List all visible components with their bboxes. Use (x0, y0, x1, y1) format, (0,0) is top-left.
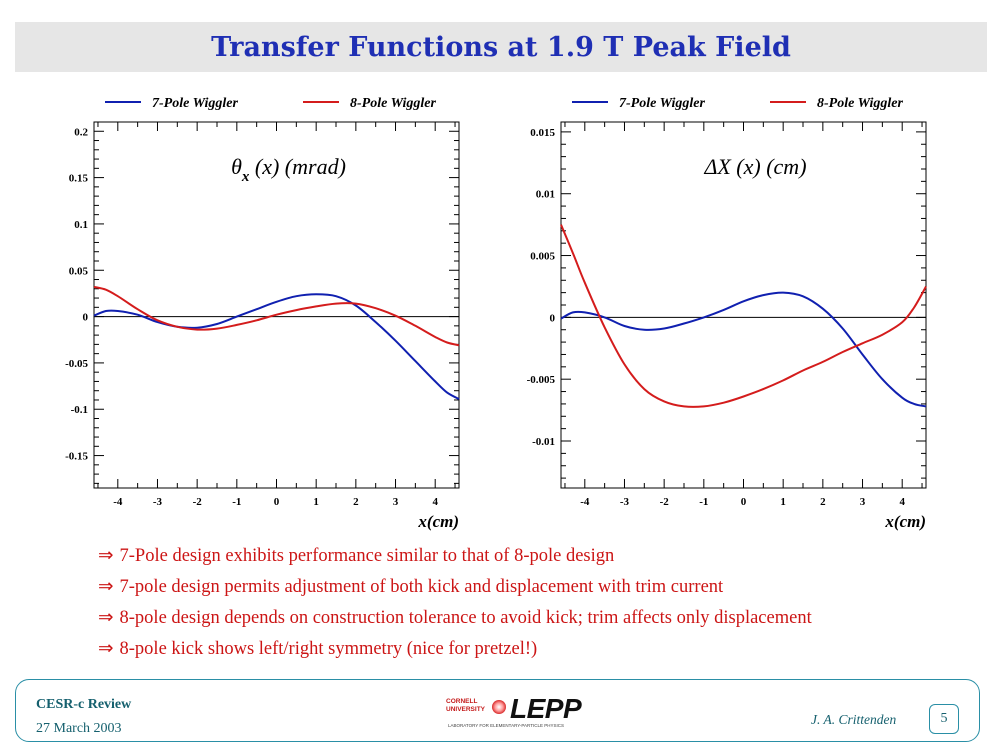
bullet-text: 7-pole design permits adjustment of both… (119, 577, 724, 597)
y-tick-label: -0.1 (71, 404, 88, 416)
x-tick-label: -2 (193, 496, 203, 508)
x-tick-label: 0 (741, 496, 747, 508)
logo-university: CORNELL UNIVERSITY (446, 698, 486, 713)
arrow-icon: ⇒ (98, 546, 114, 566)
chart-title-subscript: x (241, 169, 250, 185)
y-tick-label: -0.05 (65, 358, 88, 370)
arrow-icon: ⇒ (98, 608, 114, 628)
x-axis-label: x(cm) (417, 512, 459, 531)
legend-label: 8-Pole Wiggler (817, 96, 903, 111)
x-tick-label: 4 (899, 496, 905, 508)
page-number: 5 (929, 704, 959, 734)
x-tick-label: -4 (113, 496, 123, 508)
footer-info: CESR-c Review 27 March 2003 (36, 697, 131, 737)
bullet-list: ⇒ 7-Pole design exhibits performance simi… (98, 541, 978, 665)
y-tick-label: 0.05 (69, 265, 89, 277)
x-axis-label: x(cm) (884, 512, 926, 531)
x-tick-label: -2 (660, 496, 670, 508)
logo-tagline: LABORATORY FOR ELEMENTARY-PARTICLE PHYSI… (448, 723, 564, 728)
chart-theta-x-svg: 7-Pole Wiggler 8-Pole Wiggler -4 -3 -2 -1 0 1 2 3… (65, 96, 460, 531)
y-tick-label: -0.005 (527, 374, 556, 386)
chart-title-main: θ (231, 154, 242, 179)
bullet-text: 8-pole kick shows left/right symmetry (n… (119, 639, 538, 659)
series-line (93, 285, 460, 347)
series-line (560, 224, 927, 408)
legend-label: 7-Pole Wiggler (619, 96, 705, 111)
author-name: J. A. Crittenden (811, 712, 897, 727)
bullet-text: 8-pole design depends on construction to… (119, 608, 812, 628)
chart-delta-x: 7-Pole Wiggler 8-Pole Wiggler -4 -3 -2 -1 0 1 2 3… (507, 88, 977, 533)
y-tick-label: 0.005 (530, 251, 555, 263)
arrow-icon: ⇒ (98, 639, 114, 659)
conference-name: CESR-c Review (36, 697, 132, 712)
chart-title-main: ΔX (x) (cm) (703, 154, 806, 179)
x-tick-label: -4 (580, 496, 590, 508)
x-tick-label: 1 (313, 496, 319, 508)
x-tick-label: 2 (820, 496, 826, 508)
y-tick-label: 0.15 (69, 173, 89, 185)
footer: CESR-c Review 27 March 2003 CORNELL UNIV… (15, 679, 980, 742)
bullet-item: ⇒ 8-pole design depends on construction t… (98, 603, 978, 634)
x-tick-label: -1 (699, 496, 708, 508)
lepp-logo: CORNELL UNIVERSITY LEPP LABORATORY FOR E… (446, 692, 591, 732)
legend-label: 7-Pole Wiggler (152, 96, 238, 111)
chart-title-rest: (x) (mrad) (249, 154, 346, 179)
x-tick-label: -3 (620, 496, 630, 508)
y-tick-label: 0 (83, 312, 89, 324)
series-line (560, 291, 927, 408)
y-tick-label: 0.2 (74, 126, 88, 138)
bullet-item: ⇒ 8-pole kick shows left/right symmetry (… (98, 634, 978, 665)
x-tick-label: 3 (860, 496, 866, 508)
arrow-icon: ⇒ (98, 577, 114, 597)
legend-label: 8-Pole Wiggler (350, 96, 436, 111)
x-tick-label: 2 (353, 496, 359, 508)
y-tick-label: 0.015 (530, 127, 555, 139)
chart-theta-x: 7-Pole Wiggler 8-Pole Wiggler -4 -3 -2 -1 0 1 2 3… (40, 88, 510, 533)
logo-text: LEPP (510, 693, 582, 724)
y-tick-label: 0.01 (536, 189, 555, 201)
particle-icon (492, 700, 506, 714)
series-line (93, 293, 460, 400)
x-tick-label: 3 (393, 496, 399, 508)
chart-delta-x-svg: 7-Pole Wiggler 8-Pole Wiggler -4 -3 -2 -1 0 1 2 3… (527, 96, 927, 531)
x-tick-label: 4 (432, 496, 438, 508)
slide-title: Transfer Functions at 1.9 T Peak Field (211, 31, 791, 63)
chart-title: ΔX (x) (cm) (703, 154, 806, 179)
x-tick-label: -1 (232, 496, 241, 508)
y-tick-label: 0.1 (74, 219, 88, 231)
y-tick-label: 0 (550, 312, 556, 324)
bullet-text: 7-Pole design exhibits performance simil… (119, 546, 615, 566)
x-tick-label: 0 (274, 496, 280, 508)
presentation-date: 27 March 2003 (36, 721, 122, 736)
bullet-item: ⇒ 7-Pole design exhibits performance simi… (98, 541, 978, 572)
x-tick-label: -3 (153, 496, 163, 508)
chart-title: θx (x) (mrad) (231, 154, 346, 185)
x-tick-label: 1 (780, 496, 786, 508)
title-bar: Transfer Functions at 1.9 T Peak Field (15, 22, 987, 72)
y-tick-label: -0.01 (532, 436, 555, 448)
y-tick-label: -0.15 (65, 451, 88, 463)
bullet-item: ⇒ 7-pole design permits adjustment of bot… (98, 572, 978, 603)
